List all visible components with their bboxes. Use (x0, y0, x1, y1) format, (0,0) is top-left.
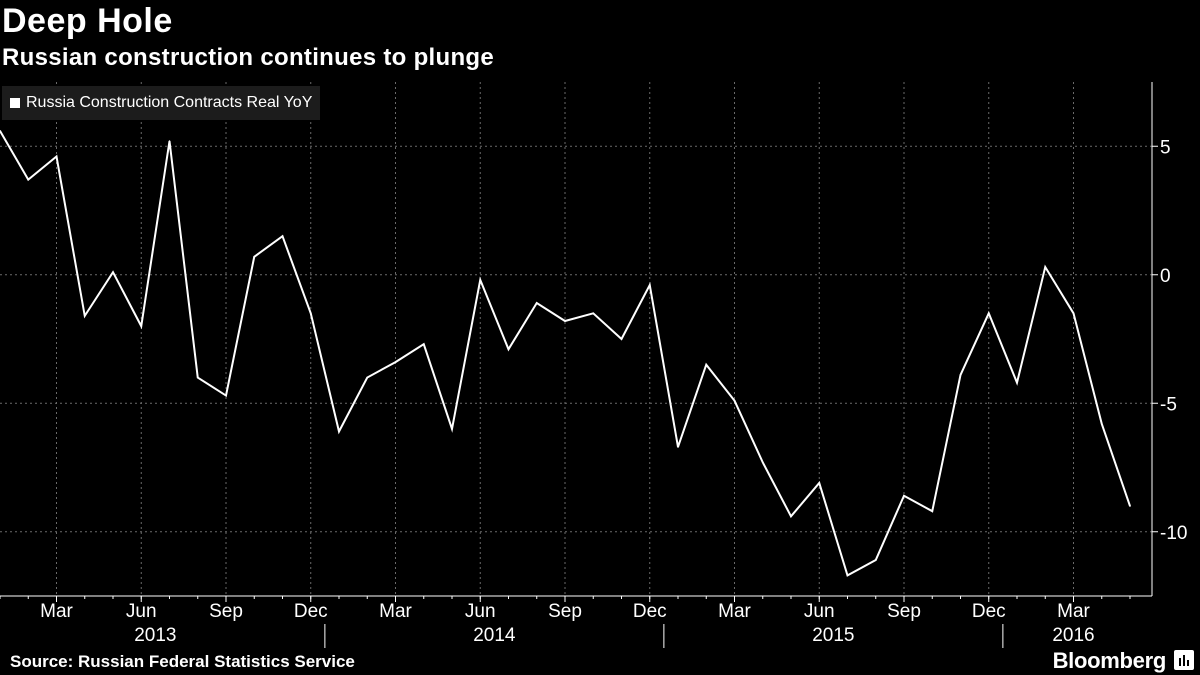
data-point (27, 178, 30, 181)
data-point (733, 399, 736, 402)
axis-layer: 5 0 -5 -10 Mar Jun Sep Dec Mar Jun Sep Dec Mar Jun Sep… (0, 82, 1187, 648)
brand-logo-text: Bloomberg (1052, 648, 1167, 673)
x-tick-label: Mar (379, 601, 412, 622)
data-point (253, 255, 256, 258)
x-tick-label: Dec (633, 601, 667, 622)
data-point (225, 394, 227, 397)
x-tick-label: Dec (294, 601, 328, 622)
legend-label: Russia Construction Contracts Real YoY (26, 94, 313, 111)
data-point (818, 482, 821, 484)
x-tick-label: Mar (718, 601, 751, 622)
x-tick-label: Jun (126, 601, 157, 622)
data-point (0, 130, 1, 132)
y-tick-label: -10 (1160, 523, 1187, 544)
x-tick-label: Sep (887, 601, 921, 622)
data-point (761, 461, 764, 464)
legend: Russia Construction Contracts Real YoY (2, 86, 321, 120)
y-tick-label: 0 (1160, 266, 1171, 287)
data-point (394, 361, 397, 363)
data-point (931, 510, 934, 512)
legend-swatch (10, 98, 20, 108)
data-point (564, 320, 566, 322)
x-tick-label: Mar (40, 601, 73, 622)
data-point (790, 515, 792, 518)
data-point (987, 312, 990, 315)
year-label: 2015 (812, 625, 854, 646)
data-point (903, 494, 905, 497)
data-point (592, 312, 595, 315)
bloomberg-chart-icon (1174, 650, 1194, 670)
x-tick-label: Jun (804, 601, 835, 622)
data-point (677, 446, 679, 448)
year-label: 2016 (1052, 625, 1094, 646)
data-point (846, 574, 849, 577)
data-point (451, 428, 453, 430)
source-note: Source: Russian Federal Statistics Servi… (10, 652, 355, 671)
x-tick-label: Mar (1057, 601, 1090, 622)
year-label: 2013 (134, 625, 176, 646)
data-point (705, 363, 708, 366)
data-point (422, 343, 425, 345)
data-point (1072, 312, 1075, 315)
data-point (479, 279, 482, 281)
data-point (1100, 423, 1103, 425)
data-point (83, 315, 86, 317)
data-point (874, 559, 877, 561)
data-point (366, 376, 369, 379)
data-point (338, 430, 340, 433)
x-tick-label: Sep (209, 601, 243, 622)
year-label: 2014 (473, 625, 516, 646)
data-point (1016, 381, 1018, 384)
data-point (507, 348, 510, 351)
y-tick-label: -5 (1160, 394, 1177, 415)
data-point (1129, 505, 1131, 507)
data-point (112, 271, 114, 273)
data-point (140, 325, 143, 327)
series-layer (0, 130, 1131, 577)
data-point (309, 312, 312, 315)
y-tick-label: 5 (1160, 137, 1171, 158)
data-point (55, 155, 58, 158)
data-point (648, 284, 651, 286)
chart-title: Deep Hole (2, 2, 173, 40)
data-point (959, 374, 962, 376)
data-point (196, 376, 199, 379)
grid-layer (0, 82, 1152, 596)
data-point (535, 302, 538, 304)
data-point (168, 140, 171, 142)
data-point (1044, 266, 1047, 268)
x-tick-label: Jun (465, 601, 496, 622)
x-tick-label: Sep (548, 601, 582, 622)
x-tick-label: Dec (972, 601, 1006, 622)
chart-subtitle: Russian construction continues to plunge (2, 44, 495, 71)
data-point (281, 235, 284, 237)
data-point (620, 338, 623, 340)
